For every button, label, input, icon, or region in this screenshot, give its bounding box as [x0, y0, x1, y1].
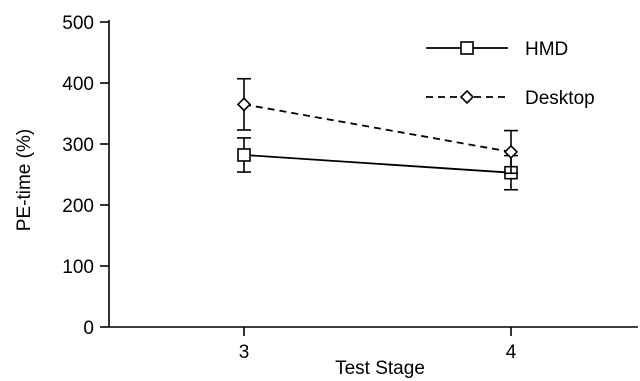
x-tick-label: 3 [239, 342, 250, 363]
series-layer [236, 77, 519, 191]
legend-label: HMD [525, 39, 568, 60]
y-tick-label: 500 [62, 13, 94, 34]
legend-item-desktop: Desktop [426, 88, 595, 109]
x-tick-label: 4 [506, 342, 517, 363]
y-tick-label: 200 [62, 196, 94, 217]
y-tick-label: 0 [83, 318, 94, 339]
series-line-hmd [243, 154, 512, 174]
y-tick-label: 300 [62, 135, 94, 156]
y-tick-label: 400 [62, 74, 94, 95]
y-tick-label: 100 [62, 257, 94, 278]
series-desktop [236, 77, 519, 175]
data-point-desktop [236, 97, 252, 112]
legend-item-hmd: HMD [426, 39, 568, 60]
data-point-desktop [503, 144, 519, 160]
series-line-desktop [243, 103, 512, 153]
legend-marker [459, 89, 475, 105]
x-axis-label: Test Stage [335, 358, 425, 379]
y-axis-label: PE-time (%) [14, 129, 35, 231]
legend-label: Desktop [525, 88, 595, 109]
axes [108, 20, 638, 328]
legend: HMD Desktop [426, 39, 595, 109]
y-ticks: 0 100 200 300 400 500 [62, 13, 109, 339]
legend-marker [460, 41, 474, 55]
data-point-hmd [237, 148, 251, 162]
series-hmd [237, 137, 518, 191]
